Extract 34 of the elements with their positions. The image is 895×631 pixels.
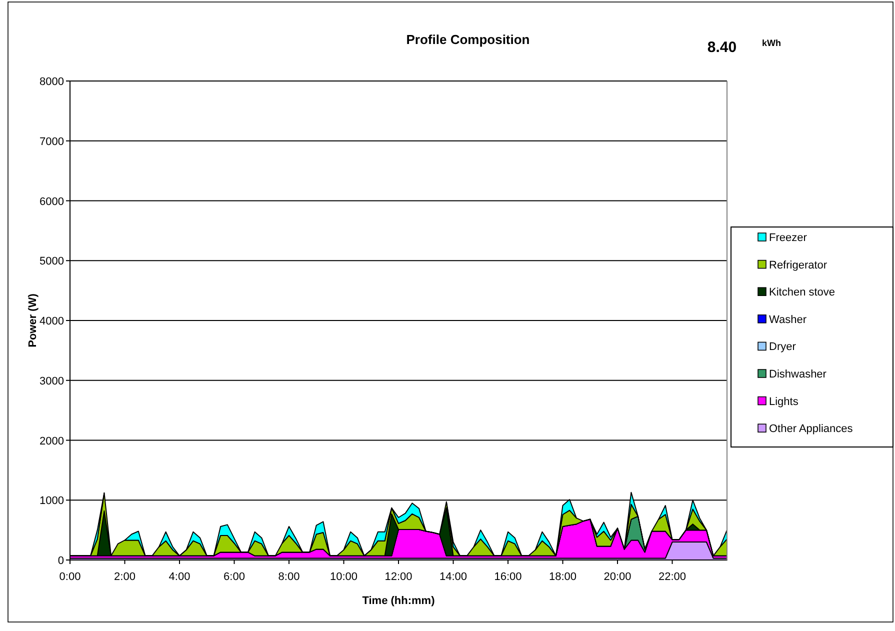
x-tick-label: 0:00 xyxy=(59,571,81,583)
x-tick-label: 4:00 xyxy=(168,571,190,583)
x-tick-label: 8:00 xyxy=(278,571,300,583)
text: kWh xyxy=(762,38,781,48)
legend-label: Washer xyxy=(769,314,807,326)
y-tick-label: 5000 xyxy=(40,256,64,268)
y-tick-label: 8000 xyxy=(40,76,64,88)
x-tick-label: 16:00 xyxy=(494,571,522,583)
y-tick-label: 1000 xyxy=(40,495,64,508)
chart-title: Profile Composition xyxy=(406,32,530,47)
x-tick-label: 14:00 xyxy=(439,571,468,583)
y-axis-title: Power (W) xyxy=(27,293,39,348)
legend-label: Freezer xyxy=(769,232,808,244)
x-tick-label: 10:00 xyxy=(330,571,358,583)
y-tick-label: 2000 xyxy=(40,435,64,448)
legend-label: Dryer xyxy=(769,341,796,354)
x-axis-title: Time (hh:mm) xyxy=(362,595,436,607)
y-tick-label: 3000 xyxy=(40,375,64,388)
y-tick-label: 6000 xyxy=(40,196,64,208)
x-tick-label: 18:00 xyxy=(548,571,577,583)
x-tick-label: 12:00 xyxy=(384,571,412,583)
x-tick-label: 6:00 xyxy=(224,571,245,583)
legend-label: Refrigerator xyxy=(769,259,828,272)
y-tick-label: 7000 xyxy=(40,136,64,148)
x-tick-label: 2:00 xyxy=(114,571,136,583)
x-tick-label: 20:00 xyxy=(604,571,632,583)
legend-label: Other Appliances xyxy=(769,423,854,436)
legend-label: Dishwasher xyxy=(769,368,827,380)
y-tick-label: 0 xyxy=(58,555,64,567)
y-tick-label: 4000 xyxy=(40,316,64,328)
legend-label: Kitchen stove xyxy=(769,286,836,299)
legend-label: Lights xyxy=(769,396,799,408)
x-tick-label: 22:00 xyxy=(658,571,686,583)
text: 8.40 xyxy=(707,39,737,56)
